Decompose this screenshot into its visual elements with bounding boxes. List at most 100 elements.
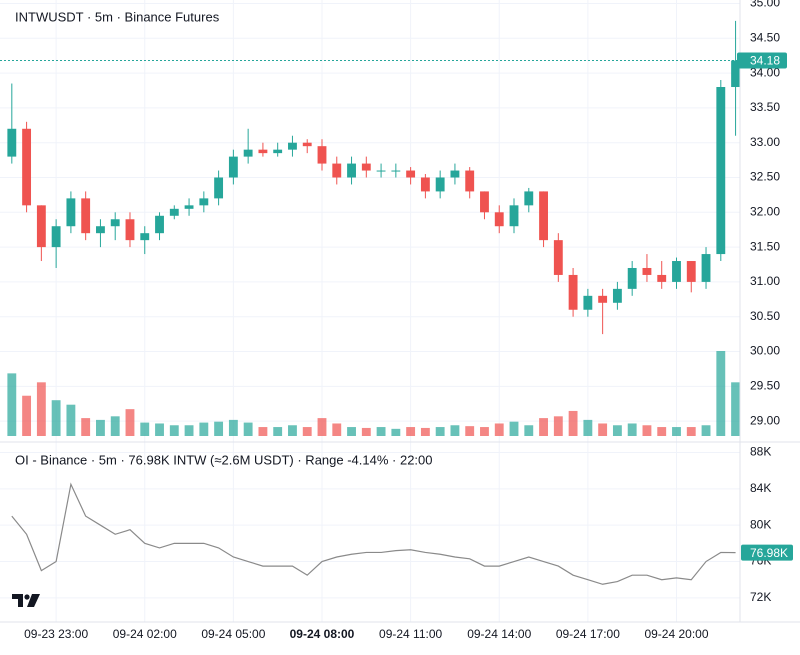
candle-body bbox=[627, 267, 637, 289]
candle-body bbox=[36, 205, 46, 248]
candle-body bbox=[125, 219, 135, 241]
candle-body bbox=[612, 288, 622, 303]
candle-body bbox=[524, 191, 534, 206]
volume-bar bbox=[81, 418, 91, 436]
volume-bar bbox=[420, 427, 430, 436]
candle-body bbox=[273, 149, 283, 154]
last-value-tag bbox=[741, 544, 793, 561]
candle-body bbox=[96, 226, 105, 234]
last-price-tag bbox=[737, 52, 787, 69]
candle-body bbox=[465, 170, 475, 192]
x-tick-label: 09-24 11:00 bbox=[379, 627, 442, 641]
candle-body bbox=[347, 163, 356, 178]
candle-body bbox=[657, 274, 667, 282]
volume-bar bbox=[686, 427, 696, 436]
y-tick-label: 84K bbox=[750, 481, 771, 495]
volume-bar bbox=[199, 422, 209, 436]
volume-bar bbox=[96, 419, 105, 436]
volume-bar bbox=[494, 423, 504, 436]
volume-bar bbox=[480, 427, 489, 436]
volume-bar bbox=[391, 428, 401, 436]
volume-bar bbox=[509, 421, 519, 436]
volume-bar bbox=[155, 423, 164, 436]
candle-body bbox=[243, 149, 253, 157]
volume-bar bbox=[435, 427, 445, 436]
candle-body bbox=[22, 128, 32, 206]
y-tick-label: 30.00 bbox=[750, 344, 780, 358]
x-tick-label: 09-24 02:00 bbox=[113, 627, 177, 641]
y-tick-label: 34.50 bbox=[750, 30, 780, 44]
volume-bar bbox=[36, 382, 46, 436]
y-tick-label: 31.00 bbox=[750, 274, 780, 288]
volume-bar bbox=[583, 419, 593, 436]
candle-body bbox=[110, 219, 120, 227]
y-tick-label: 33.00 bbox=[750, 135, 780, 149]
y-tick-label: 29.00 bbox=[750, 413, 780, 427]
candle-body bbox=[509, 205, 519, 227]
y-tick-label: 88K bbox=[750, 445, 771, 459]
candle-body bbox=[450, 170, 460, 178]
y-tick-label: 72K bbox=[750, 590, 771, 604]
volume-bar bbox=[465, 426, 475, 436]
volume-bar bbox=[612, 425, 622, 436]
candle-body bbox=[66, 198, 76, 227]
y-tick-label: 30.50 bbox=[750, 309, 780, 323]
candle-body bbox=[539, 191, 548, 241]
candle-body bbox=[288, 142, 297, 150]
candle-body bbox=[169, 208, 179, 216]
marks bbox=[0, 20, 740, 585]
volume-bar bbox=[539, 418, 548, 436]
candle-body bbox=[258, 149, 268, 154]
candle-body bbox=[51, 226, 61, 248]
volume-bar bbox=[657, 427, 667, 436]
volume-bar bbox=[214, 421, 224, 436]
candle-body bbox=[642, 267, 652, 275]
candle-body bbox=[214, 177, 224, 199]
candle-body bbox=[376, 170, 386, 172]
volume-bar bbox=[258, 427, 268, 436]
candle-body bbox=[81, 198, 91, 234]
candle-body bbox=[672, 261, 681, 282]
candle-body bbox=[686, 261, 696, 282]
y-tick-label: 35.00 bbox=[750, 0, 780, 10]
candle-body bbox=[302, 142, 312, 147]
volume-bar bbox=[524, 425, 534, 436]
volume-bar bbox=[317, 418, 327, 436]
volume-bar bbox=[406, 427, 416, 436]
candle-body bbox=[184, 205, 194, 209]
logo bbox=[12, 594, 40, 607]
candle-body bbox=[199, 198, 209, 206]
volume-bar bbox=[273, 427, 283, 436]
volume-bar bbox=[553, 416, 563, 436]
candle-body bbox=[553, 240, 563, 275]
candle-body bbox=[7, 128, 17, 157]
candle-body bbox=[494, 212, 504, 227]
volume-bar bbox=[347, 427, 356, 436]
last-value-label: 76.98K bbox=[750, 546, 788, 560]
candle-body bbox=[568, 274, 578, 310]
volume-bar bbox=[288, 425, 297, 436]
volume-bar bbox=[731, 382, 740, 436]
candle-body bbox=[155, 215, 164, 234]
volume-bar bbox=[598, 423, 608, 436]
candle-body bbox=[228, 156, 238, 178]
volume-bar bbox=[184, 425, 194, 436]
candle-body bbox=[391, 170, 401, 172]
x-tick-label: 09-23 23:00 bbox=[24, 627, 88, 641]
oi-title: OI - Binance · 5m · 76.98K INTW (≈2.6M U… bbox=[15, 452, 433, 467]
candle-body bbox=[361, 163, 371, 171]
volume-bar bbox=[228, 419, 238, 436]
candle-body bbox=[731, 60, 740, 88]
volume-bar bbox=[716, 351, 726, 436]
x-tick-label: 09-24 20:00 bbox=[644, 627, 708, 641]
candle-body bbox=[701, 254, 711, 282]
y-tick-label: 80K bbox=[750, 517, 771, 531]
candle-body bbox=[317, 146, 327, 164]
y-tick-label: 32.00 bbox=[750, 204, 780, 218]
volume-bar bbox=[450, 425, 460, 436]
volume-bar bbox=[672, 427, 681, 436]
x-tick-label: 09-24 14:00 bbox=[467, 627, 531, 641]
y-tick-label: 33.50 bbox=[750, 100, 780, 114]
